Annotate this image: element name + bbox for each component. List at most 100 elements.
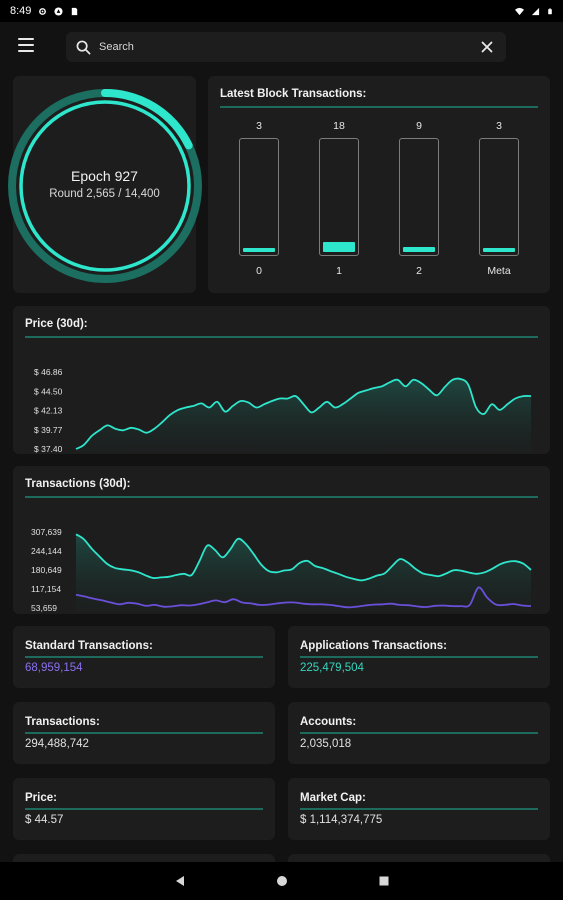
epoch-card: Epoch 927 Round 2,565 / 14,400 (8, 76, 202, 293)
y-tick-label: $ 46.86 (34, 367, 63, 377)
shard-tx-count: 3 (256, 120, 262, 132)
y-tick-label: $ 44.50 (34, 386, 63, 396)
title-underline (220, 106, 538, 108)
app-notification-icon (54, 6, 63, 16)
y-tick-label: 307,639 (31, 527, 62, 537)
app-content: Epoch 927 Round 2,565 / 14,400 Latest Bl… (0, 22, 563, 862)
title-underline (25, 732, 263, 734)
shard-tx-count: 9 (416, 120, 422, 132)
status-right (515, 7, 553, 16)
epoch-ring-inner (19, 100, 191, 272)
epoch-round: Round 2,565 / 14,400 (49, 188, 160, 200)
menu-button[interactable] (18, 38, 34, 52)
stat-title: Price: (25, 792, 57, 804)
shard-bar-track (239, 138, 279, 256)
stat-card-partial (288, 854, 550, 862)
epoch-progress-ring (8, 89, 202, 283)
stat-value: 294,488,742 (25, 738, 89, 750)
shard-bar-fill (483, 248, 515, 252)
series-area (76, 378, 531, 452)
series-line (75, 586, 532, 609)
shard-bar-fill (403, 246, 435, 252)
status-left: 8:49 (10, 5, 79, 17)
stat-title: Standard Transactions: (25, 640, 153, 652)
signal-icon (531, 7, 540, 15)
shard-tx-count: 18 (333, 120, 345, 132)
top-bar (0, 22, 563, 72)
stat-value: 68,959,154 (25, 662, 83, 674)
shard-bar-fill (323, 241, 355, 252)
shard-label: 0 (256, 265, 262, 277)
transactions-chart-title: Transactions (30d): (25, 478, 131, 490)
price-chart-title: Price (30d): (25, 318, 88, 330)
y-tick-label: $ 42.13 (34, 406, 63, 416)
shard-bar-track (319, 138, 359, 256)
y-tick-label: 117,154 (31, 584, 61, 594)
stat-title: Accounts: (300, 716, 357, 728)
shard-bar-fill (243, 248, 275, 252)
battery-icon (548, 8, 552, 14)
stat-card-market-cap: Market Cap: $ 1,114,374,775 (288, 778, 550, 840)
stat-title: Applications Transactions: (300, 640, 447, 652)
stat-value: $ 44.57 (25, 814, 64, 826)
stat-value: 2,035,018 (300, 738, 352, 750)
close-icon (481, 41, 493, 53)
series-area (76, 534, 531, 611)
y-tick-label: $ 39.77 (34, 425, 63, 435)
series-line (75, 377, 532, 450)
shard-label: Meta (487, 265, 511, 277)
title-underline (25, 336, 538, 338)
epoch-title: Epoch 927 (71, 168, 138, 184)
back-button[interactable] (168, 869, 192, 893)
stat-card-standard-transactions: Standard Transactions: 68,959,154 (13, 626, 275, 688)
title-underline (25, 496, 538, 498)
search-input[interactable] (99, 41, 478, 53)
status-bar: 8:49 (0, 0, 563, 22)
stat-title: Market Cap: (300, 792, 366, 804)
clear-search-button[interactable] (478, 38, 496, 56)
series-line (75, 533, 532, 582)
shard-bar-track (479, 138, 519, 256)
stat-card-price: Price: $ 44.57 (13, 778, 275, 840)
stat-card-partial (13, 854, 275, 862)
menu-icon-line (18, 50, 34, 52)
settings-notification-icon (39, 7, 47, 15)
status-time: 8:49 (10, 5, 32, 17)
title-underline (300, 656, 538, 658)
stat-value: 225,479,504 (300, 662, 364, 674)
y-tick-label: $ 37.40 (34, 444, 63, 454)
title-underline (25, 808, 263, 810)
y-tick-label: 244,144 (31, 546, 62, 556)
epoch-progress-arc (8, 89, 202, 283)
home-button[interactable] (270, 869, 294, 893)
y-tick-label: 53,659 (31, 603, 57, 613)
price-chart: $ 46.86 $ 44.50 $ 42.13 $ 39.77 $ 37.40 (34, 367, 532, 454)
home-circle-icon (276, 876, 287, 886)
transactions-chart: 307,639 244,144 180,649 117,154 53,659 (31, 527, 532, 613)
menu-icon-line (18, 44, 34, 46)
title-underline (300, 732, 538, 734)
latest-block-card: Latest Block Transactions: 3 0 18 1 9 2 3 Meta (208, 76, 550, 293)
sd-card-icon (72, 7, 78, 15)
shard-label: 1 (336, 265, 342, 277)
price-chart-card: Price (30d): $ 46.86 $ 44.50 $ 42.13 $ 39.7… (13, 306, 550, 454)
wifi-icon (515, 7, 524, 15)
search-icon (76, 40, 91, 54)
y-tick-label: 180,649 (31, 565, 62, 575)
stat-card-accounts: Accounts: 2,035,018 (288, 702, 550, 764)
menu-icon-line (18, 38, 34, 40)
latest-block-title: Latest Block Transactions: (220, 88, 367, 100)
stat-value: $ 1,114,374,775 (300, 814, 383, 826)
stat-title: Transactions: (25, 716, 100, 728)
title-underline (25, 656, 263, 658)
back-triangle-icon (175, 876, 184, 886)
system-nav-bar (0, 862, 563, 900)
stat-card-applications-transactions: Applications Transactions: 225,479,504 (288, 626, 550, 688)
transactions-chart-card: Transactions (30d): 307,639 244,144 180,64… (13, 466, 550, 614)
stat-card-transactions: Transactions: 294,488,742 (13, 702, 275, 764)
shard-tx-count: 3 (496, 120, 502, 132)
recents-button[interactable] (372, 869, 396, 893)
recents-square-icon (379, 876, 388, 886)
search-bar[interactable] (66, 32, 506, 62)
shard-label: 2 (416, 265, 422, 277)
